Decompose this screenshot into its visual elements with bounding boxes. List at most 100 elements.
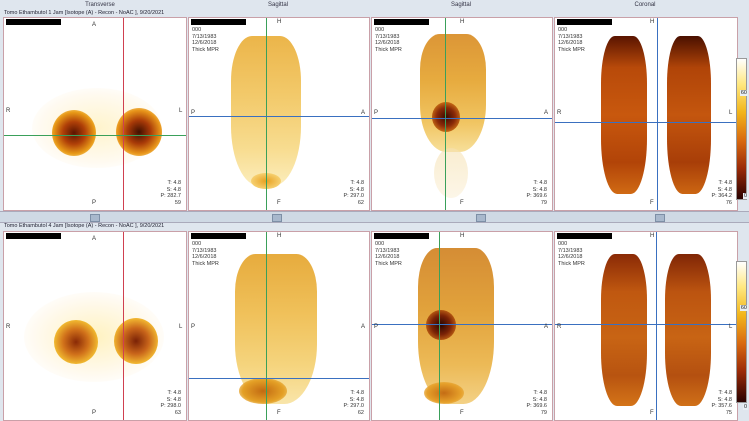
slice-parameters: T: 4.8 S: 4.8 P: 297.0 62 (343, 180, 365, 206)
left-leg-uptake (52, 110, 96, 156)
viewport-sagittal-2[interactable]: 000 7/13/1983 12/6/2018 Thick MPR H F P … (371, 17, 553, 211)
patient-info: 000 7/13/1983 12/6/2018 Thick MPR (192, 27, 219, 53)
orient-posterior: P (374, 110, 379, 116)
study-row-1h: Tomo Ethambutol 1 Jam [Isotope (A) - Rec… (3, 2, 748, 211)
knee-hotspot (426, 310, 456, 340)
orient-feet: F (460, 410, 464, 416)
viewport-transverse[interactable]: A P R L T: 4.8 S: 4.8 P: 298.0 63 (3, 231, 187, 421)
orient-anterior: A (361, 324, 366, 330)
right-leg-uptake (114, 318, 158, 364)
header-sagittal: Sagittal (267, 2, 288, 8)
crosshair-horizontal[interactable] (189, 378, 369, 379)
color-scale-min: 0 (742, 404, 748, 410)
crosshair-horizontal[interactable] (189, 116, 369, 117)
crosshair-vertical[interactable] (657, 18, 658, 210)
row-splitter[interactable] (0, 211, 749, 223)
left-leg-uptake (54, 320, 98, 364)
leg-uptake-sagittal (420, 34, 486, 152)
redacted-patient-name (557, 19, 612, 25)
color-scale-bar[interactable] (736, 261, 747, 403)
viewport-transverse[interactable]: A P R L T: 4.8 S: 4.8 P: 282.7 59 (3, 17, 187, 211)
knee-hotspot (432, 102, 460, 132)
orient-posterior: P (191, 110, 196, 116)
crosshair-vertical[interactable] (266, 232, 267, 420)
orient-right: R (6, 324, 11, 330)
orient-head: H (460, 19, 465, 25)
orient-posterior: P (374, 324, 379, 330)
patient-info: 000 7/13/1983 12/6/2018 Thick MPR (558, 241, 585, 267)
study-row-4h: Tomo Ethambutol 4 Jam [Isotope (A) - Rec… (0, 221, 749, 421)
splitter-handle[interactable] (655, 214, 665, 222)
color-scale-max: 60 (739, 305, 748, 311)
splitter-handle[interactable] (90, 214, 100, 222)
crosshair-vertical[interactable] (123, 18, 124, 210)
viewport-sagittal-2[interactable]: 000 7/13/1983 12/6/2018 Thick MPR H F P … (371, 231, 553, 421)
crosshair-vertical[interactable] (439, 232, 440, 420)
slice-parameters: T: 4.8 S: 4.8 P: 364.2 76 (711, 180, 733, 206)
crosshair-horizontal[interactable] (4, 135, 186, 136)
orient-anterior: A (544, 110, 549, 116)
color-scale-min: 0 (742, 193, 748, 199)
foot-uptake (424, 382, 464, 404)
lower-leg-uptake (434, 148, 468, 198)
crosshair-vertical[interactable] (123, 232, 124, 420)
header-sagittal: Sagittal (450, 2, 471, 8)
right-leg-coronal (601, 36, 647, 194)
crosshair-vertical[interactable] (266, 18, 267, 210)
redacted-patient-name (374, 233, 429, 239)
left-leg-coronal (665, 254, 711, 406)
study-title: Tomo Ethambutol 4 Jam [Isotope (A) - Rec… (4, 223, 165, 229)
crosshair-vertical[interactable] (656, 232, 657, 420)
orient-posterior: P (92, 410, 97, 416)
viewport-coronal[interactable]: 000 7/13/1983 12/6/2018 Thick MPR H F R … (554, 231, 738, 421)
color-scale-bar[interactable] (736, 58, 747, 200)
viewport-coronal[interactable]: 000 7/13/1983 12/6/2018 Thick MPR H F R … (554, 17, 738, 211)
redacted-patient-name (6, 19, 61, 25)
redacted-patient-name (374, 19, 429, 25)
viewport-sagittal-1[interactable]: 000 7/13/1983 12/6/2018 Thick MPR H F P … (188, 17, 370, 211)
orient-posterior: P (92, 200, 97, 206)
orient-left: L (729, 110, 733, 116)
study-title: Tomo Ethambutol 1 Jam [Isotope (A) - Rec… (4, 10, 165, 16)
orient-left: L (179, 324, 183, 330)
redacted-patient-name (191, 233, 246, 239)
orient-right: R (557, 110, 562, 116)
slice-parameters: T: 4.8 S: 4.8 P: 369.6 79 (526, 390, 548, 416)
orient-anterior: A (544, 324, 549, 330)
orient-anterior: A (92, 236, 97, 242)
orient-left: L (729, 324, 733, 330)
viewport-sagittal-1[interactable]: 000 7/13/1983 12/6/2018 Thick MPR H F P … (188, 231, 370, 421)
patient-info: 000 7/13/1983 12/6/2018 Thick MPR (558, 27, 585, 53)
orient-head: H (650, 19, 655, 25)
left-leg-coronal (667, 36, 711, 194)
splitter-handle[interactable] (476, 214, 486, 222)
orient-feet: F (650, 200, 654, 206)
crosshair-horizontal[interactable] (555, 324, 737, 325)
orient-anterior: A (361, 110, 366, 116)
redacted-patient-name (557, 233, 612, 239)
orient-feet: F (460, 200, 464, 206)
crosshair-horizontal[interactable] (372, 118, 552, 119)
orient-left: L (179, 108, 183, 114)
orient-head: H (277, 233, 282, 239)
splitter-handle[interactable] (272, 214, 282, 222)
patient-info: 000 7/13/1983 12/6/2018 Thick MPR (192, 241, 219, 267)
crosshair-vertical[interactable] (445, 18, 446, 210)
slice-parameters: T: 4.8 S: 4.8 P: 357.6 75 (711, 390, 733, 416)
orient-right: R (6, 108, 11, 114)
orient-head: H (650, 233, 655, 239)
header-coronal: Coronal (634, 2, 656, 8)
slice-parameters: T: 4.8 S: 4.8 P: 282.7 59 (160, 180, 182, 206)
orient-posterior: P (191, 324, 196, 330)
crosshair-horizontal[interactable] (372, 324, 552, 325)
header-transverse: Transverse (85, 2, 115, 8)
crosshair-horizontal[interactable] (555, 122, 737, 123)
orient-feet: F (277, 410, 281, 416)
color-scale-max: 60 (739, 90, 748, 96)
orient-feet: F (650, 410, 654, 416)
orient-head: H (277, 19, 282, 25)
slice-parameters: T: 4.8 S: 4.8 P: 297.0 62 (343, 390, 365, 416)
orient-head: H (460, 233, 465, 239)
orient-right: R (557, 324, 562, 330)
right-leg-coronal (601, 254, 647, 406)
